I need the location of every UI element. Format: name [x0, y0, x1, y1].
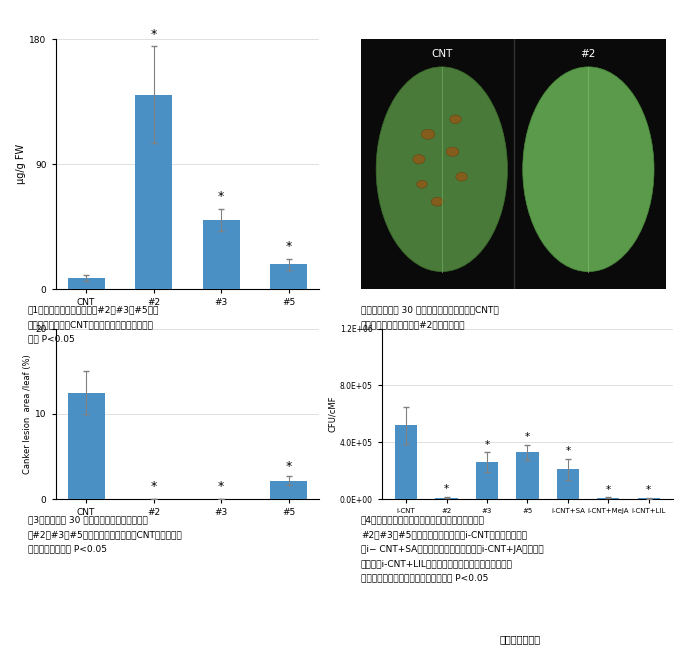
Bar	[638, 498, 660, 499]
Text: （#2、#3、#5）と非導入オレンジ（CNT）の罹病班: （#2、#3、#5）と非導入オレンジ（CNT）の罹病班	[28, 530, 183, 539]
Text: 非導入オレンジ（CNT）の葉のリナロール含有量: 非導入オレンジ（CNT）の葉のリナロール含有量	[28, 320, 153, 329]
Ellipse shape	[523, 67, 654, 271]
Text: ンキツかいよう病菌の生存数．　＊： P<0.05: ンキツかいよう病菌の生存数． ＊： P<0.05	[361, 574, 489, 583]
Ellipse shape	[376, 67, 507, 271]
Ellipse shape	[421, 129, 435, 139]
Bar	[67, 393, 105, 499]
Text: の面積比率．＊： P<0.05: の面積比率．＊： P<0.05	[28, 545, 107, 554]
Bar	[557, 469, 579, 499]
Bar	[270, 480, 307, 499]
Text: *: *	[606, 485, 611, 495]
Text: CNT: CNT	[431, 49, 452, 59]
Ellipse shape	[450, 115, 462, 124]
Text: 図２　噴霧接種 30 日後の非導入オレンジ（CNT）: 図２ 噴霧接種 30 日後の非導入オレンジ（CNT）	[361, 306, 498, 315]
Text: *: *	[285, 240, 291, 253]
Bar	[395, 425, 417, 499]
Text: #2、#3、#5）と非導入オレンジ（i-CNT）、サリチル酸: #2、#3、#5）と非導入オレンジ（i-CNT）、サリチル酸	[361, 530, 527, 539]
Text: *: *	[566, 446, 570, 456]
Text: *: *	[646, 486, 652, 495]
Text: 図4　多针付傷接種５日後の遣伝子導入オレンジ（: 図4 多针付傷接種５日後の遣伝子導入オレンジ（	[361, 516, 484, 525]
Text: *: *	[218, 190, 224, 203]
Ellipse shape	[416, 180, 428, 188]
Bar	[67, 278, 105, 289]
Text: ロール（i-CNT+LIL）処理したオレンジの葉におけるカ: ロール（i-CNT+LIL）処理したオレンジの葉におけるカ	[361, 559, 513, 568]
Text: #2: #2	[581, 49, 596, 59]
Text: *: *	[285, 460, 291, 473]
Text: （島田　武彦）: （島田 武彦）	[500, 634, 541, 644]
Y-axis label: μg/g FW: μg/g FW	[17, 144, 26, 185]
Ellipse shape	[431, 197, 443, 206]
Text: *: *	[151, 28, 157, 41]
Text: *: *	[444, 484, 449, 495]
Ellipse shape	[456, 172, 468, 181]
Bar	[516, 452, 539, 499]
Bar	[476, 463, 498, 499]
Bar	[135, 95, 172, 289]
Text: 図3　噴霧接種 30 日後の遣伝子導入オレンジ: 図3 噴霧接種 30 日後の遣伝子導入オレンジ	[28, 516, 148, 525]
Text: ＊： P<0.05: ＊： P<0.05	[28, 334, 74, 344]
Bar	[203, 219, 239, 289]
Ellipse shape	[413, 154, 425, 164]
Text: *: *	[218, 480, 224, 493]
Y-axis label: CFU/cMF: CFU/cMF	[328, 396, 337, 432]
Text: と遣伝子導入オレンジ（#2）の葉の写真: と遣伝子導入オレンジ（#2）の葉の写真	[361, 320, 466, 329]
Ellipse shape	[446, 147, 459, 156]
Text: 図1　遣伝子導入オレンジ（#2、#3、#5）と: 図1 遣伝子導入オレンジ（#2、#3、#5）と	[28, 306, 159, 315]
Bar	[270, 264, 307, 289]
Text: *: *	[484, 440, 489, 450]
Bar	[435, 497, 457, 499]
Bar	[598, 498, 620, 499]
Text: *: *	[151, 480, 157, 493]
Y-axis label: Canker lesion  area /leaf (%): Canker lesion area /leaf (%)	[23, 354, 32, 474]
Text: *: *	[525, 432, 530, 442]
Text: （i− CNT+SA）、メチルジャスモン酸（i-CNT+JA）、リナ: （i− CNT+SA）、メチルジャスモン酸（i-CNT+JA）、リナ	[361, 545, 543, 554]
